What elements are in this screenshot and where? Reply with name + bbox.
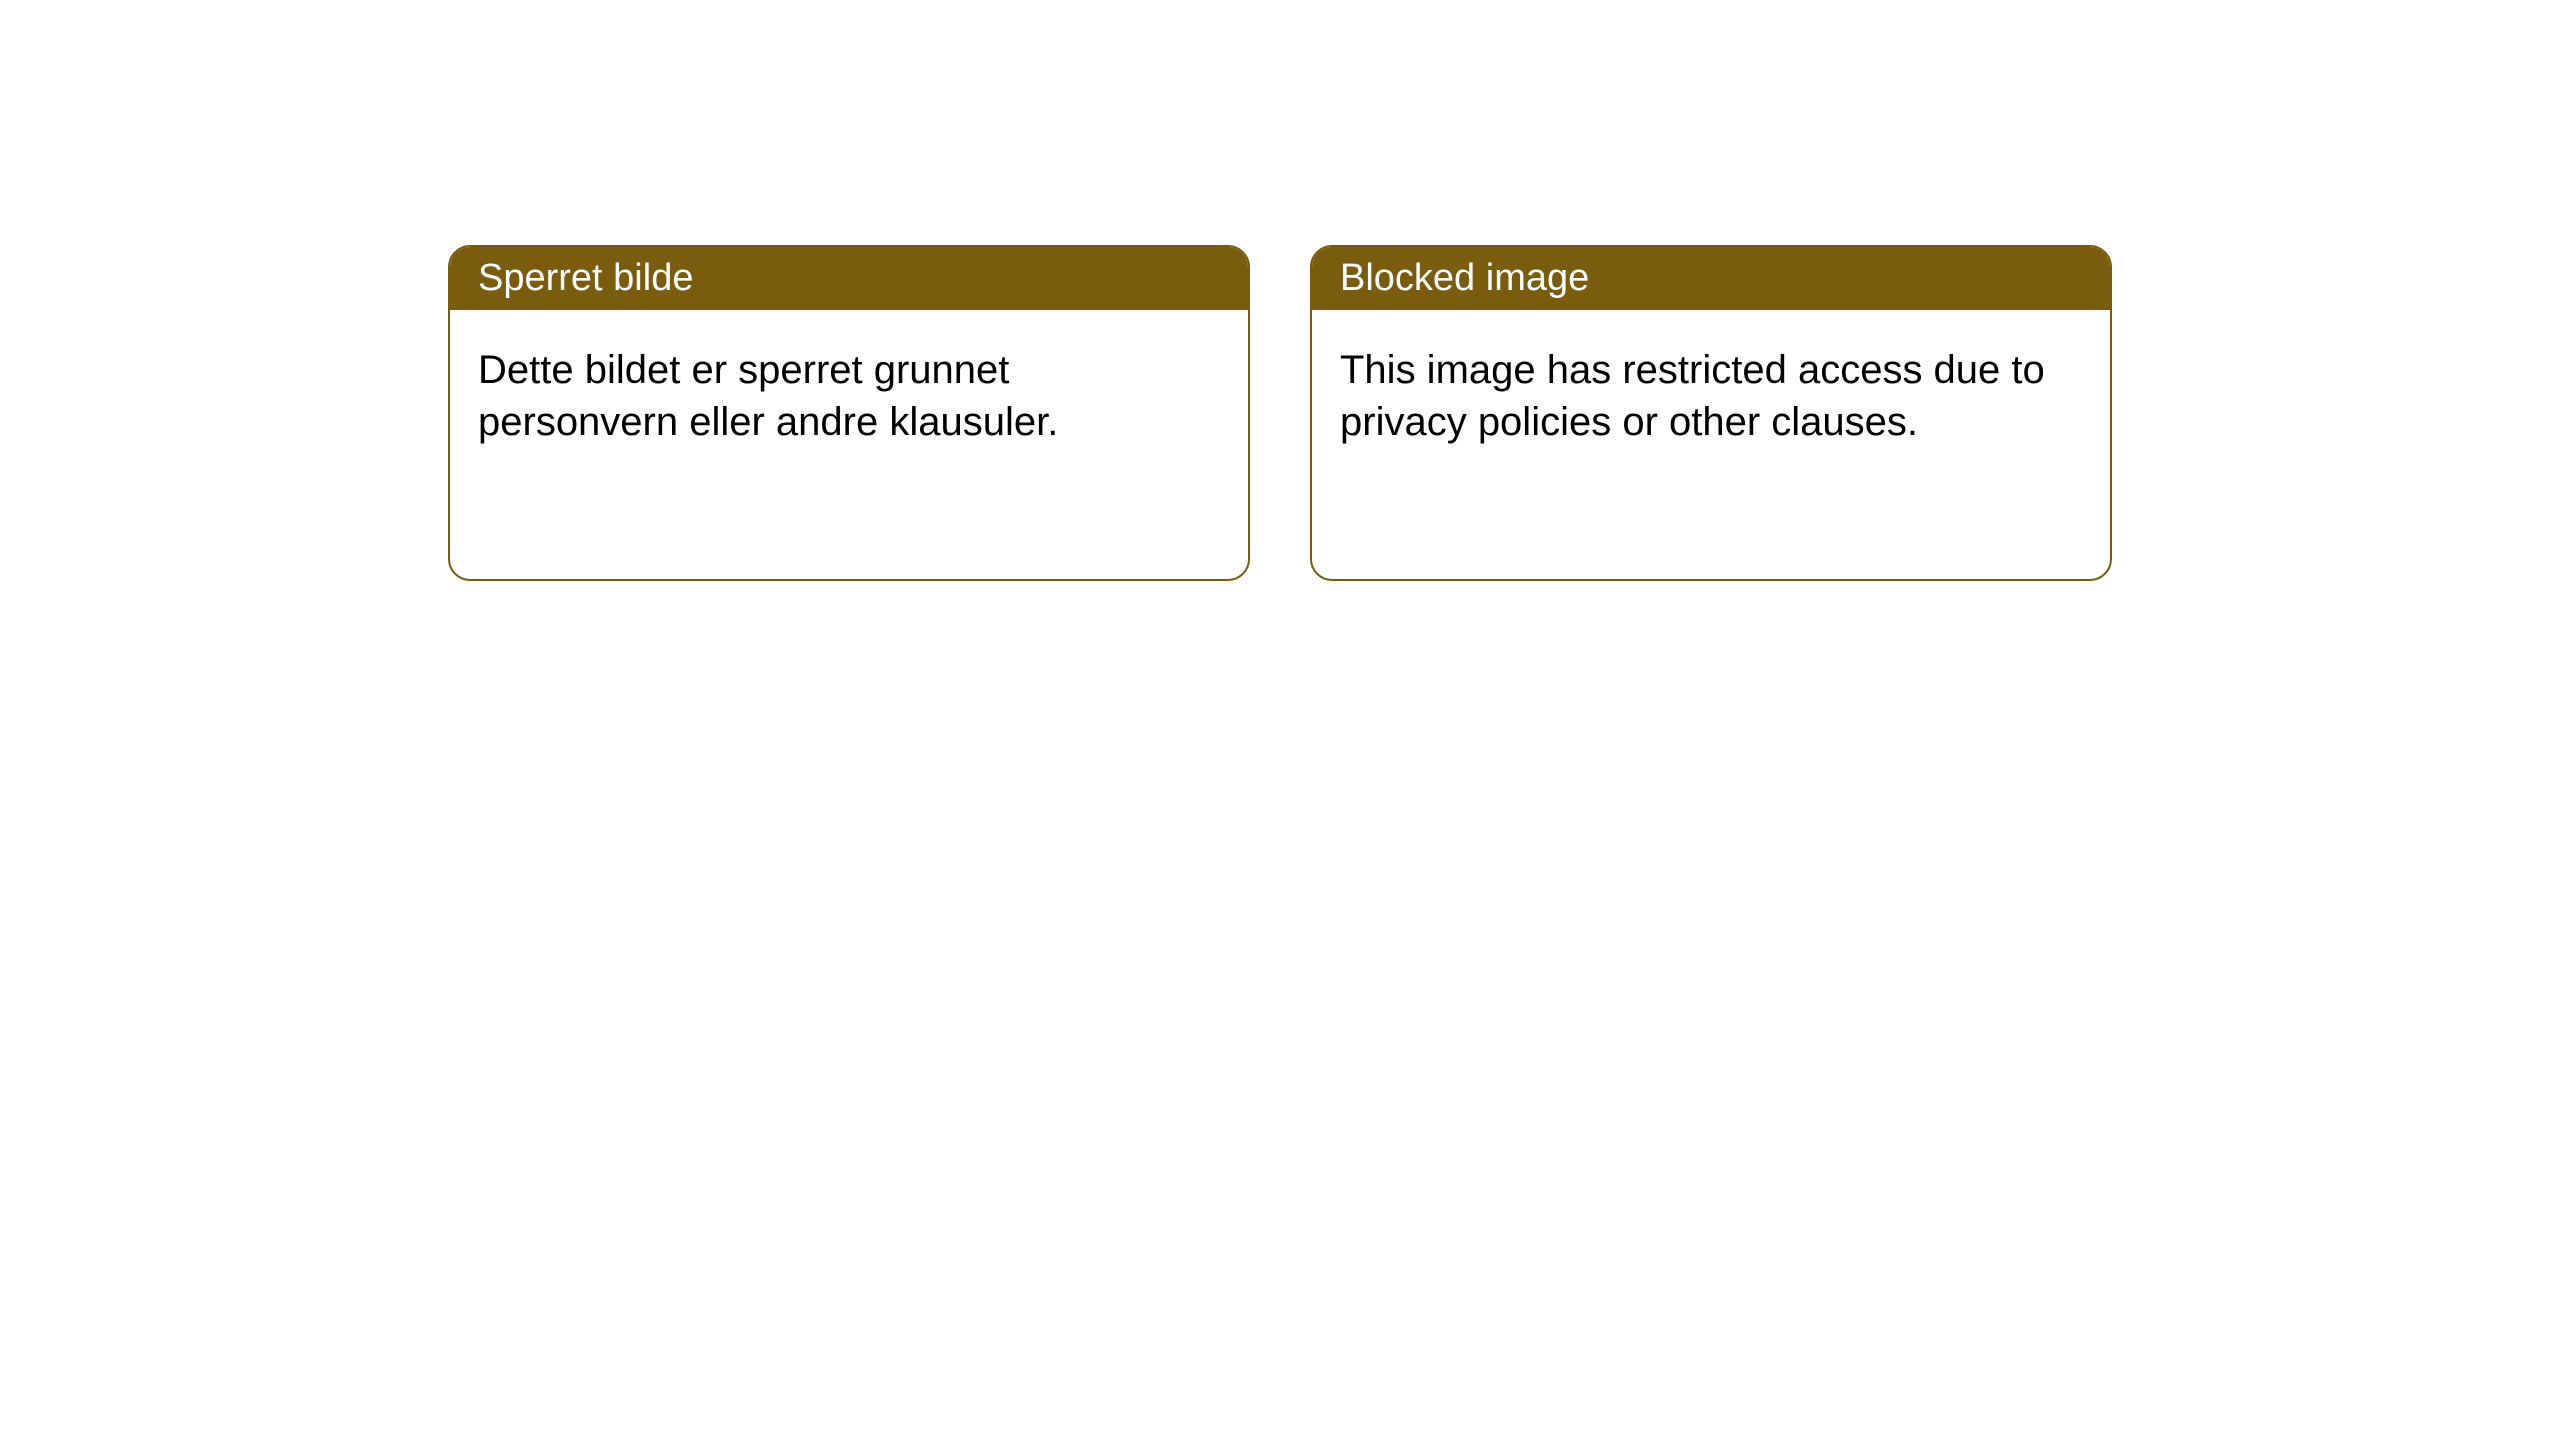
card-header: Blocked image (1312, 247, 2110, 310)
card-body: This image has restricted access due to … (1312, 310, 2110, 482)
blocked-image-card-no: Sperret bilde Dette bildet er sperret gr… (448, 245, 1250, 581)
card-title: Blocked image (1340, 257, 1589, 299)
blocked-image-card-en: Blocked image This image has restricted … (1310, 245, 2112, 581)
card-body: Dette bildet er sperret grunnet personve… (450, 310, 1248, 482)
card-header: Sperret bilde (450, 247, 1248, 310)
card-body-text: Dette bildet er sperret grunnet personve… (478, 348, 1058, 444)
card-title: Sperret bilde (478, 257, 693, 299)
card-body-text: This image has restricted access due to … (1340, 348, 2045, 444)
notice-container: Sperret bilde Dette bildet er sperret gr… (0, 0, 2560, 581)
